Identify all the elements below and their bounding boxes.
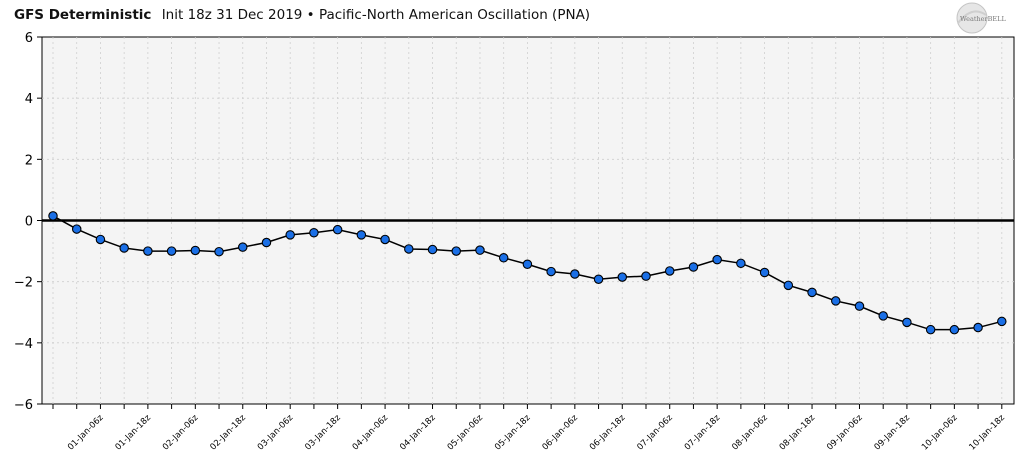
data-point [570, 269, 580, 279]
x-axis: 01-Jan-06z 01-Jan-18z 02-Jan-06z 02-Jan-18z… [52, 404, 1007, 453]
index-name: Pacific-North American Oscillation (PNA) [318, 7, 591, 23]
data-point [404, 244, 414, 254]
data-point [617, 272, 628, 282]
data-point [119, 243, 129, 253]
separator: • [306, 7, 315, 23]
y-tick-label: −2 [14, 276, 33, 291]
data-point [997, 316, 1007, 327]
data-point [427, 244, 438, 255]
data-point [759, 267, 770, 278]
x-tick-label: 02-Jan-06z [161, 413, 201, 453]
x-tick-label: 04-Jan-18z [398, 413, 438, 453]
data-point [688, 262, 699, 272]
logo-text: WeatherBELL [960, 15, 1006, 23]
data-point [878, 311, 888, 321]
data-point [190, 245, 201, 256]
data-points [48, 211, 1007, 335]
model-name: GFS Deterministic [14, 7, 152, 23]
data-point [807, 287, 817, 298]
weatherbell-logo: WeatherBELL [956, 2, 1006, 34]
init-time: Init 18z 31 Dec 2019 [161, 7, 303, 23]
data-point [593, 274, 604, 284]
x-tick-label: 07-Jan-18z [683, 413, 723, 453]
x-tick-label: 08-Jan-06z [730, 413, 770, 453]
chart-header: GFS Deterministic Init 18z 31 Dec 2019 •… [14, 7, 590, 23]
data-point [831, 296, 841, 306]
data-point [166, 246, 177, 256]
data-point [95, 234, 106, 245]
data-point [309, 227, 319, 238]
data-point [854, 301, 865, 311]
y-tick-label: 2 [25, 153, 33, 168]
x-tick-label: 03-Jan-18z [303, 413, 343, 453]
data-point [71, 224, 82, 234]
data-point [475, 245, 485, 255]
x-tick-label: 05-Jan-06z [446, 413, 486, 453]
x-tick-label: 06-Jan-18z [588, 413, 628, 453]
data-point [238, 242, 248, 252]
data-point [664, 266, 675, 276]
data-point [214, 246, 224, 257]
data-point [736, 258, 746, 269]
x-tick-label: 05-Jan-18z [493, 413, 533, 453]
data-point [902, 317, 912, 328]
x-tick-label: 10-Jan-06z [920, 413, 960, 453]
y-tick-label: 0 [25, 215, 33, 230]
x-tick-label: 01-Jan-18z [114, 413, 154, 453]
data-point [973, 322, 983, 333]
data-point [451, 246, 461, 256]
x-tick-label: 06-Jan-06z [540, 413, 580, 453]
y-axis: −6 −4 −2 0 2 4 6 [14, 31, 42, 413]
data-point [522, 259, 533, 269]
data-point [143, 246, 153, 256]
data-point [712, 254, 722, 265]
data-point [783, 280, 794, 291]
data-point [48, 211, 58, 221]
y-tick-label: 4 [25, 92, 33, 107]
data-point [641, 271, 651, 281]
y-tick-label: −4 [14, 337, 33, 352]
data-point [546, 266, 556, 277]
x-tick-label: 07-Jan-06z [635, 413, 675, 453]
data-point [356, 230, 367, 240]
x-tick-label: 09-Jan-18z [873, 413, 913, 453]
x-tick-label: 09-Jan-06z [825, 413, 865, 453]
x-tick-label: 08-Jan-18z [778, 413, 818, 453]
y-tick-label: −6 [14, 398, 33, 413]
data-point [261, 237, 272, 248]
grid [42, 37, 1014, 404]
data-point [285, 230, 295, 240]
x-tick-label: 01-Jan-06z [66, 413, 106, 453]
data-point [332, 224, 343, 235]
data-point [925, 324, 936, 335]
data-point [498, 253, 509, 263]
x-tick-label: 04-Jan-06z [351, 413, 391, 453]
x-tick-label: 02-Jan-18z [208, 413, 248, 453]
x-tick-label: 03-Jan-06z [256, 413, 296, 453]
x-tick-label: 10-Jan-18z [967, 413, 1007, 453]
data-point [380, 234, 390, 245]
y-tick-label: 6 [25, 31, 33, 46]
data-point [949, 324, 960, 335]
